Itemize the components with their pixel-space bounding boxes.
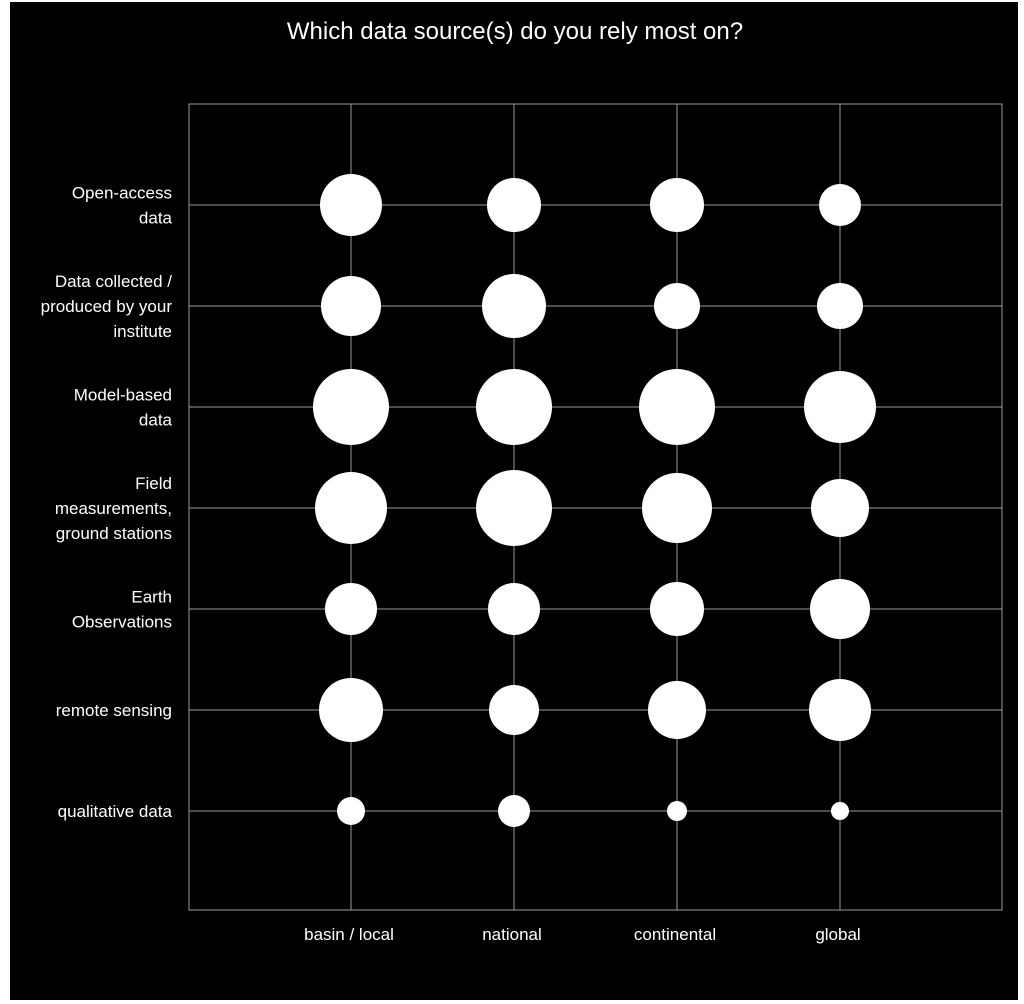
y-tick-label-4: Earth Observations [72,588,172,632]
bubble-4-3 [810,579,870,639]
bubble-0-3 [819,184,861,226]
x-tick-label-2: continental [634,925,716,944]
bubble-5-1 [489,685,539,735]
y-tick-label-1: Data collected / produced by your institut… [41,272,173,341]
bubble-3-1 [476,470,552,546]
bubble-1-1 [482,274,546,338]
bubble-4-0 [325,583,377,635]
bubble-2-2 [639,369,715,445]
y-tick-label-3: Field measurements, ground stations [55,474,172,543]
bubble-2-1 [476,369,552,445]
bubble-5-0 [319,678,383,742]
bubble-4-1 [488,583,540,635]
bubble-0-1 [487,178,541,232]
y-tick-label-6: qualitative data [58,802,173,821]
bubble-2-3 [804,371,876,443]
bubble-4-2 [650,582,704,636]
bubble-1-2 [654,283,700,329]
grid-layer [188,103,1003,911]
bubble-5-2 [648,681,706,739]
y-tick-labels: Open-access data Data collected / produced … [41,184,173,822]
bubble-1-0 [321,276,381,336]
chart-title: Which data source(s) do you rely most on… [286,18,744,45]
bubble-6-2 [667,801,687,821]
bubble-6-3 [831,802,849,820]
bubble-5-3 [809,679,871,741]
plot-border [188,103,1003,911]
bubble-layer [313,174,876,827]
x-tick-label-0: basin / local [304,925,394,944]
bubble-6-0 [337,797,365,825]
bubble-0-2 [650,178,704,232]
bubble-0-0 [320,174,382,236]
y-tick-label-2: Model-based data [74,386,173,430]
y-tick-label-5: remote sensing [56,701,172,720]
bubble-1-3 [817,283,863,329]
x-tick-label-1: national [482,925,542,944]
y-tick-label-0: Open-access data [72,184,173,228]
x-tick-labels: basin / local national continental global [304,925,861,944]
x-tick-label-3: global [815,925,860,944]
bubble-3-2 [642,473,712,543]
bubble-2-0 [313,369,389,445]
bubble-3-0 [315,472,387,544]
bubble-3-3 [811,479,869,537]
bubble-6-1 [498,795,530,827]
